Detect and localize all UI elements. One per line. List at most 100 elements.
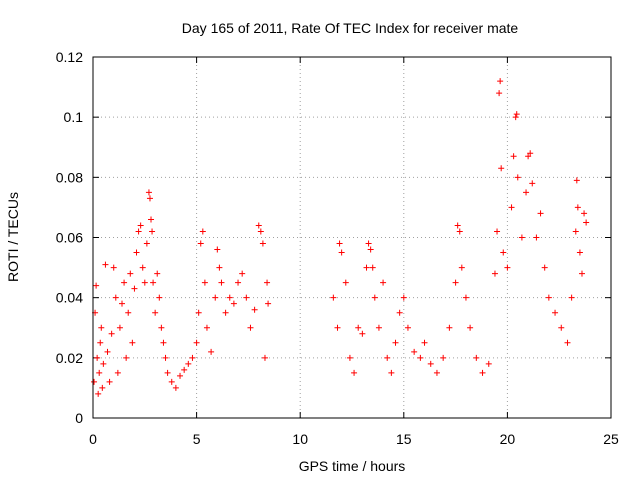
data-point [261,354,268,361]
data-point [330,294,337,301]
data-point [135,228,142,235]
data-point [456,228,463,235]
data-point [363,264,370,271]
data-point [518,234,525,241]
data-point [216,264,223,271]
data-point [545,294,552,301]
data-point [97,339,104,346]
data-point [496,90,503,97]
data-point [222,309,229,316]
x-tick-label: 20 [500,431,516,447]
y-tick-label: 0.08 [56,169,83,185]
data-point [98,324,105,331]
data-point [139,264,146,271]
data-point [100,360,107,367]
x-tick-label: 5 [193,431,201,447]
data-point [143,240,150,247]
data-point [119,300,126,307]
data-point [127,270,134,277]
grid [93,57,611,418]
data-point [226,294,233,301]
data-point [336,240,343,247]
x-tick-label: 0 [89,431,97,447]
data-point [440,354,447,361]
y-tick-label: 0.04 [56,290,83,306]
axis-ticks: 0 5 10 15 20 25 0 0.02 0.04 0.06 0.08 0.1 0.12 [56,49,619,447]
data-point [102,261,109,268]
data-point [491,270,498,277]
data-point [158,324,165,331]
data-point [91,378,98,385]
data-point [485,360,492,367]
data-point [156,294,163,301]
data-point [94,354,101,361]
data-point [552,309,559,316]
data-point [342,279,349,286]
data-point [504,264,511,271]
data-point [338,249,345,256]
data-point [255,222,262,229]
data-point [137,222,144,229]
data-point [458,264,465,271]
data-point [162,354,169,361]
data-point [541,264,548,271]
data-points [91,78,590,397]
data-point [380,279,387,286]
data-point [114,369,121,376]
data-point [578,270,585,277]
y-tick-label: 0.02 [56,350,83,366]
data-point [346,354,353,361]
data-point [93,282,100,289]
data-point [259,240,266,247]
data-point [525,153,532,160]
data-point [177,372,184,379]
data-point [371,294,378,301]
y-tick-label: 0.1 [64,109,84,125]
data-point [154,270,161,277]
data-point [494,228,501,235]
x-tick-label: 15 [396,431,412,447]
data-point [251,306,258,313]
data-point [498,165,505,172]
data-point [462,294,469,301]
data-point [467,324,474,331]
data-point [108,330,115,337]
data-point [104,348,111,355]
data-point [529,180,536,187]
data-point [123,354,130,361]
data-point [359,330,366,337]
data-point [195,309,202,316]
data-point [513,111,520,118]
data-point [95,390,102,397]
y-tick-label: 0.06 [56,230,83,246]
chart-title: Day 165 of 2011, Rate Of TEC Index for r… [182,20,519,36]
data-point [497,78,504,85]
data-point [125,309,132,316]
data-point [512,114,519,121]
x-tick-label: 10 [292,431,308,447]
data-point [351,369,358,376]
data-point [417,354,424,361]
data-point [574,204,581,211]
data-point [208,348,215,355]
data-point [230,300,237,307]
data-point [193,339,200,346]
data-point [508,204,515,211]
data-point [201,279,208,286]
data-point [197,240,204,247]
data-point [573,177,580,184]
data-point [121,279,128,286]
data-point [473,354,480,361]
data-point [446,324,453,331]
y-tick-label: 0 [75,410,83,426]
data-point [150,279,157,286]
data-point [572,228,579,235]
data-point [189,354,196,361]
data-point [411,348,418,355]
data-point [533,234,540,241]
data-point [129,339,136,346]
data-point [564,339,571,346]
data-point [404,324,411,331]
y-tick-label: 0.12 [56,49,83,65]
x-axis-label: GPS time / hours [299,458,406,474]
